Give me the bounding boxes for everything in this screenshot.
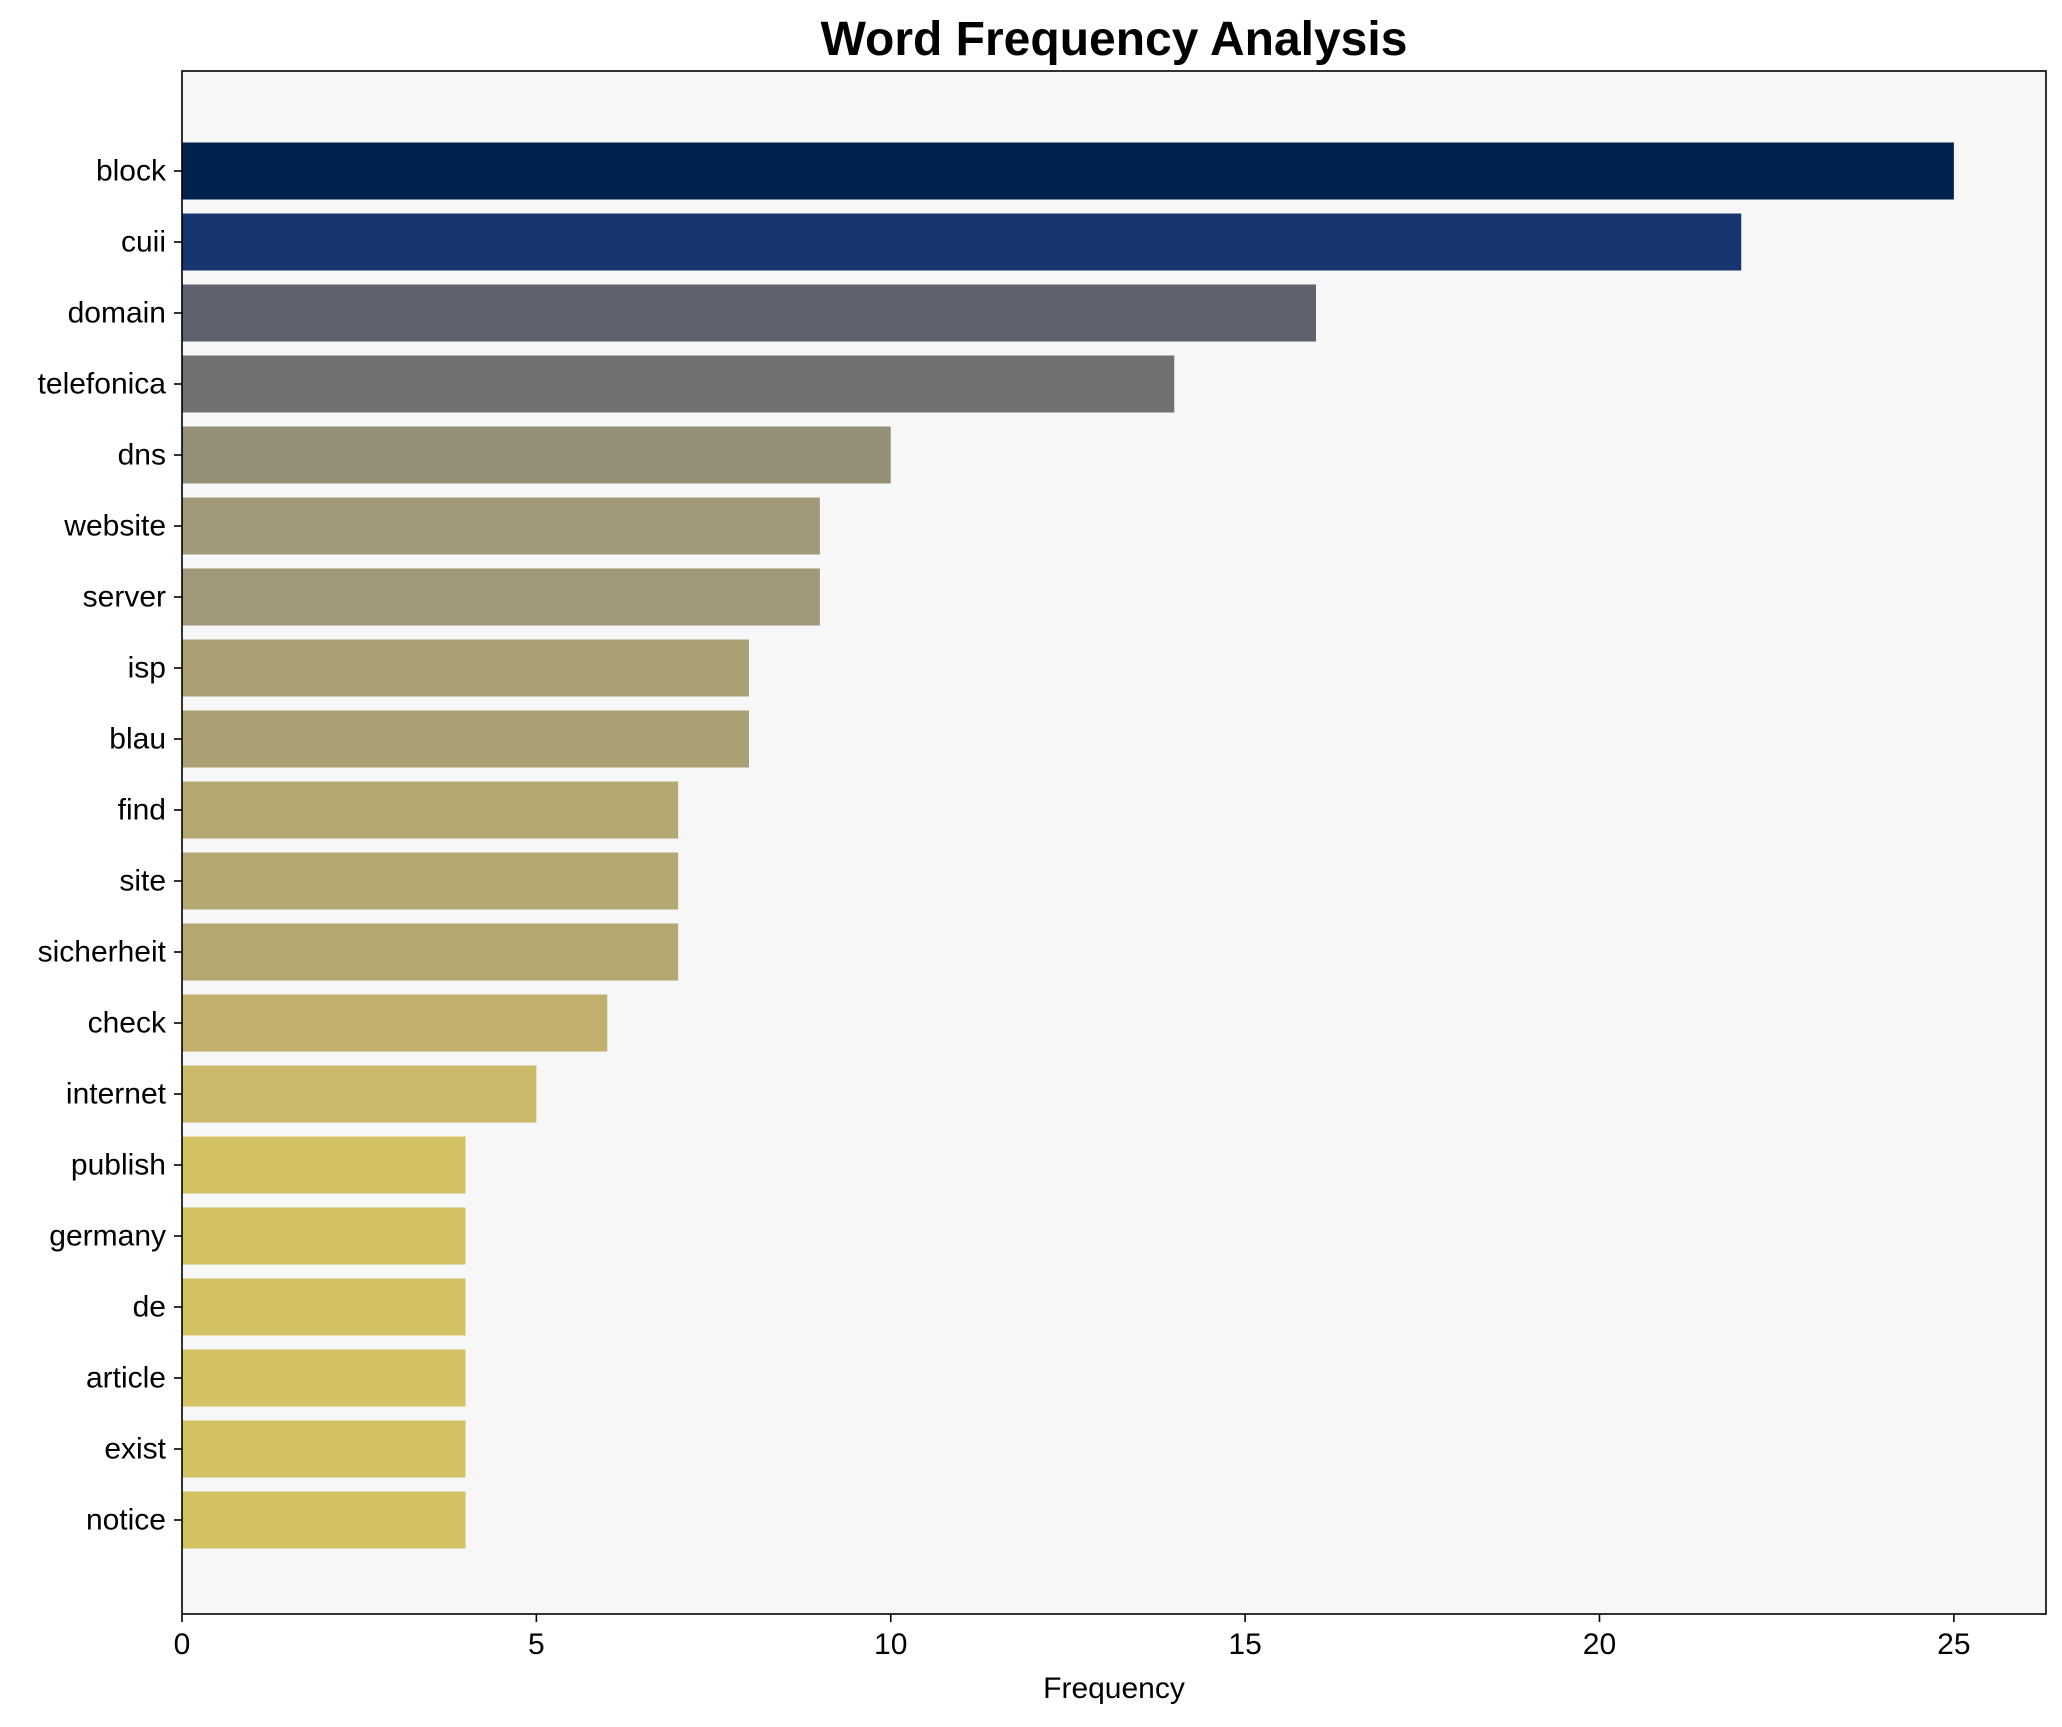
x-tick-label: 20	[1583, 1628, 1616, 1661]
bar-website	[182, 497, 820, 555]
bar-find	[182, 781, 679, 839]
y-tick-label: internet	[66, 1078, 167, 1111]
y-tick-label: sicherheit	[38, 936, 167, 969]
bar-check	[182, 994, 608, 1052]
bar-sicherheit	[182, 923, 679, 981]
bars-layer	[182, 142, 1954, 1549]
bar-publish	[182, 1136, 466, 1194]
bar-domain	[182, 284, 1316, 342]
y-tick-label: find	[118, 794, 166, 827]
y-tick-label: notice	[86, 1504, 166, 1537]
x-tick-label: 15	[1228, 1628, 1261, 1661]
x-tick-label: 5	[528, 1628, 545, 1661]
bar-de	[182, 1278, 466, 1336]
bar-isp	[182, 639, 749, 697]
y-tick-label: website	[63, 510, 166, 543]
x-axis-ticks: 0 5 10 15 20 25	[174, 1614, 1971, 1661]
y-tick-label: site	[119, 865, 166, 898]
bar-dns	[182, 426, 891, 484]
bar-telefonica	[182, 355, 1175, 413]
bar-server	[182, 568, 820, 626]
bar-exist	[182, 1420, 466, 1478]
y-axis-ticks: block cuii domain telefonica dns website serve…	[38, 155, 182, 1537]
y-tick-label: de	[133, 1291, 166, 1324]
bar-blau	[182, 710, 749, 768]
y-tick-label: publish	[71, 1149, 166, 1182]
bar-site	[182, 852, 679, 910]
x-tick-label: 25	[1937, 1628, 1970, 1661]
y-tick-label: block	[96, 155, 167, 188]
y-tick-label: exist	[104, 1433, 166, 1466]
plot-frame	[181, 70, 2047, 1615]
y-tick-label: cuii	[121, 226, 166, 259]
bar-notice	[182, 1491, 466, 1549]
bar-article	[182, 1349, 466, 1407]
y-tick-label: dns	[118, 439, 166, 472]
bar-cuii	[182, 213, 1742, 271]
y-tick-label: article	[86, 1362, 166, 1395]
bar-internet	[182, 1065, 537, 1123]
y-tick-label: server	[83, 581, 166, 614]
y-tick-label: telefonica	[38, 368, 167, 401]
y-tick-label: check	[88, 1007, 167, 1040]
y-tick-label: germany	[49, 1220, 166, 1253]
bar-germany	[182, 1207, 466, 1265]
x-tick-label: 10	[874, 1628, 907, 1661]
y-tick-label: blau	[109, 723, 166, 756]
y-tick-label: isp	[128, 652, 166, 685]
y-tick-label: domain	[68, 297, 166, 330]
x-tick-label: 0	[174, 1628, 191, 1661]
chart-title: Word Frequency Analysis	[821, 13, 1408, 66]
x-axis-label: Frequency	[1043, 1672, 1185, 1705]
bar-block	[182, 142, 1954, 200]
